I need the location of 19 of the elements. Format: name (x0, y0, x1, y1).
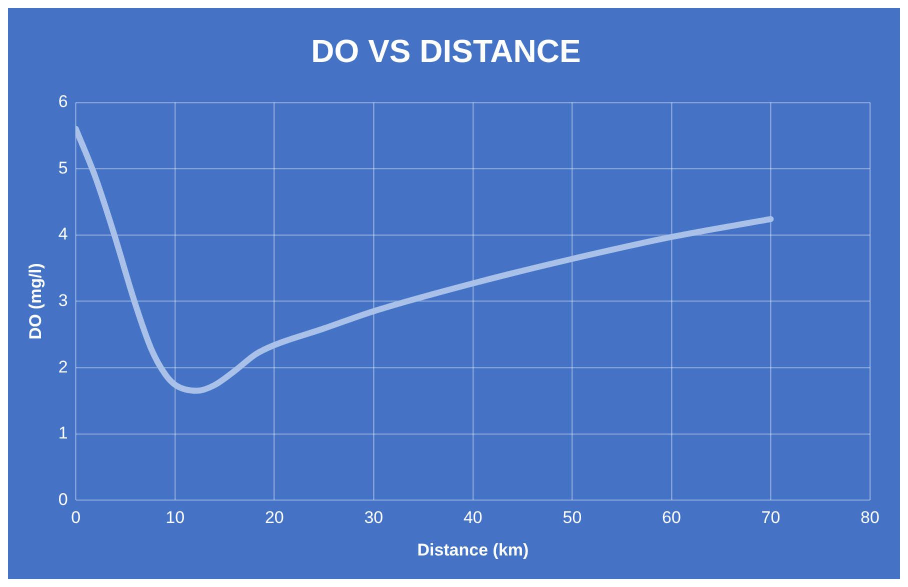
y-tick-label: 6 (58, 92, 68, 112)
y-axis-title: DO (mg/l) (26, 263, 45, 340)
y-tick-label: 5 (58, 158, 68, 178)
x-tick-label: 80 (860, 508, 880, 528)
y-tick-label: 1 (58, 424, 68, 443)
x-tick-label: 50 (562, 508, 582, 528)
x-tick-label: 0 (71, 508, 81, 528)
x-tick-label: 60 (662, 508, 681, 528)
y-tick-label: 4 (58, 224, 68, 244)
x-tick-label: 30 (364, 508, 384, 528)
x-axis-title: Distance (km) (417, 540, 529, 560)
y-tick-label: 3 (58, 290, 68, 310)
y-tick-label: 2 (58, 357, 68, 376)
y-tick-label: 0 (58, 490, 68, 509)
x-tick-label: 10 (166, 508, 185, 528)
chart-title: DO VS DISTANCE (311, 33, 581, 70)
x-tick-label: 20 (264, 508, 284, 528)
x-tick-label: 70 (761, 508, 780, 528)
x-tick-label: 40 (463, 508, 482, 528)
